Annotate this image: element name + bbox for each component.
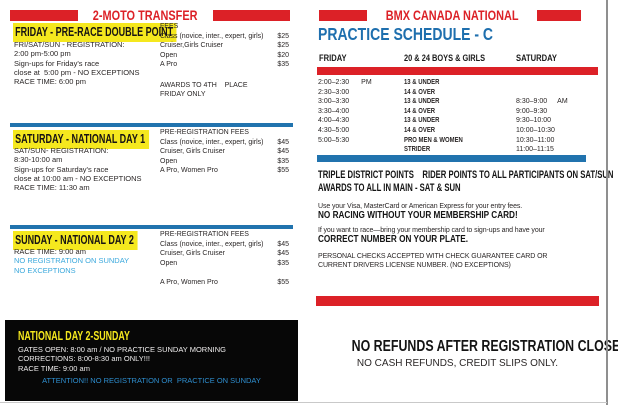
fee-row: Cruiser, Girls Cruiser $45 [160,250,289,257]
blackbox-heading: NATIONAL DAY 2-SUNDAY [18,328,130,343]
points-heading: TRIPLE DISTRICT POINTS RIDER POINTS TO A… [318,169,614,194]
lower-divider-bar [316,296,599,306]
saturday-line: close at 10:00 am - NO EXCEPTIONS [14,173,142,183]
fee-row: Class (novice, inter., expert, girls) $45 [160,138,289,146]
schedule-table-header: FRIDAY 20 & 24 BOYS & GIRLS SATURDAY [317,53,598,65]
plate-warning: CORRECT NUMBER ON YOUR PLATE. [318,234,469,245]
fee-row: Cruiser, Girls Cruiser $45 [160,148,289,155]
friday-line: RACE TIME: 6:00 pm [14,77,86,87]
fee-row: Open $35 [160,259,289,267]
friday-line: 2:00 pm-5:00 pm [14,49,71,59]
blackbox-details: GATES OPEN: 8:00 am / NO PRACTICE SUNDAY… [18,345,288,373]
right-column: BMX CANADA NATIONAL PRACTICE SCHEDULE - … [316,0,618,405]
attention-notice: ATTENTION!! NO REGISTRATION OR PRACTICE … [42,376,261,385]
friday-line: close at 5:00 pm - NO EXCEPTIONS [14,67,140,77]
right-header-title: BMX CANADA NATIONAL [385,7,519,23]
checks-note: CURRENT DRIVERS LICENSE NUMBER. (NO EXCE… [318,262,511,269]
schedule-row: STRIDER 11:00–11:15 [404,146,554,154]
fee-row: A Pro, Women Pro $55 [160,279,289,286]
sunday-race-time: RACE TIME: 9:00 am [14,247,86,256]
left-section-header: 2-MOTO TRANSFER [10,7,290,23]
friday-fees-table: FEES Class (novice, inter., expert, girl… [160,22,289,99]
schedule-row: 4:00–4:30 13 & UNDER 9:30–10:00 [318,117,552,125]
saturday-details: SAT/SUN- REGISTRATION: 8:30-10:00 am Sig… [14,146,164,192]
blackbox-line: GATES OPEN: 8:00 am / NO PRACTICE SUNDAY… [18,345,226,354]
column-friday: FRIDAY [319,53,347,64]
section-divider [10,225,293,229]
checks-note: PERSONAL CHECKS ACCEPTED WITH CHECK GUAR… [318,253,548,260]
schedule-row: 3:30–4:00 14 & OVER 9:00–9:30 [318,107,548,115]
header-bar-left [319,9,367,21]
schedule-table: 2:00–2:30 PM 13 & UNDER 2:30–3:00 14 & OV… [317,79,598,156]
fee-row: Cruiser,Girls Cruiser $25 [160,42,289,49]
saturday-line: RACE TIME: 11:30 am [14,183,90,193]
saturday-line: SAT/SUN- REGISTRATION: [14,146,109,155]
sunday-notice: NO EXCEPTIONS [14,265,76,275]
national-day2-banner: NATIONAL DAY 2-SUNDAY GATES OPEN: 8:00 a… [5,320,298,401]
no-refunds-title: NO REFUNDS AFTER REGISTRATION CLOSES [351,338,618,355]
membership-note: If you want to race—bring your membershi… [318,227,545,234]
fee-row: A Pro, Women Pro $55 [160,167,289,174]
awards-note: AWARDS TO 4TH PLACE [160,81,248,89]
no-refunds-subtitle: NO CASH REFUNDS, CREDIT SLIPS ONLY. [356,358,559,369]
fee-row: Open $35 [160,157,289,165]
fee-row: Class (novice, inter., expert, girls) $25 [160,32,289,40]
friday-details: FRI/SAT/SUN - REGISTRATION: 2:00 pm-5:00… [14,40,164,86]
schedule-row: 4:30–5:00 14 & OVER 10:00–10:30 [318,126,555,134]
schedule-footer-bar [317,155,586,162]
section-divider [10,123,293,127]
schedule-row: 2:30–3:00 14 & OVER [318,88,436,96]
friday-line: FRI/SAT/SUN - REGISTRATION: [14,40,125,49]
awards-note: FRIDAY ONLY [160,90,206,98]
sunday-notice: NO REGISTRATION ON SUNDAY [14,256,130,266]
saturday-line: 8:30-10:00 am [14,155,63,165]
header-bar-right [537,9,581,21]
column-group: 20 & 24 BOYS & GIRLS [404,53,486,64]
payment-note: Use your Visa, MasterCard or American Ex… [318,203,523,210]
friday-heading: FRIDAY - PRE-RACE DOUBLE POINT [13,23,240,42]
right-section-header: BMX CANADA NATIONAL [319,7,581,23]
saturday-heading: SATURDAY - NATIONAL DAY 1 [13,130,202,149]
sunday-heading: SUNDAY - NATIONAL DAY 2 [13,231,186,250]
page-bottom-line [0,402,607,403]
blackbox-line: RACE TIME: 9:00 am [18,363,90,373]
header-bar-left [10,9,79,21]
schedule-row: 2:00–2:30 PM 13 & UNDER [318,79,440,86]
fee-row: A Pro $35 [160,61,289,68]
saturday-line: Sign-ups for Saturday's race [14,164,109,174]
fees-title: PRE-REGISTRATION FEES [160,231,249,238]
sunday-details: RACE TIME: 9:00 am NO REGISTRATION ON SU… [14,247,164,275]
sunday-fees-table: PRE-REGISTRATION FEES Class (novice, int… [160,230,289,288]
membership-warning: NO RACING WITHOUT YOUR MEMBERSHIP CARD! [318,210,518,221]
page-edge-line [606,0,608,405]
fee-row: Class (novice, inter., expert, girls) $45 [160,240,289,248]
column-saturday: SATURDAY [516,53,557,64]
blackbox-line: CORRECTIONS: 8:00-8:30 am ONLY!!! [18,354,150,364]
saturday-fees-table: PRE-REGISTRATION FEES Class (novice, int… [160,128,289,176]
practice-schedule-title: PRACTICE SCHEDULE - C [318,24,494,44]
fees-title: PRE-REGISTRATION FEES [160,129,249,136]
header-bar-right [212,9,290,21]
schedule-row: 3:00–3:30 13 & UNDER 8:30–9:00 AM [318,98,568,106]
schedule-row: 5:00–5:30 PRO MEN & WOMEN 10:30–11:00 [318,136,555,144]
left-header-title: 2-MOTO TRANSFER [93,7,198,23]
fees-title: FEES [160,23,179,30]
friday-line: Sign-ups for Friday's race [14,58,100,68]
fee-row: Open $20 [160,51,289,59]
schedule-header-bar [317,67,598,75]
